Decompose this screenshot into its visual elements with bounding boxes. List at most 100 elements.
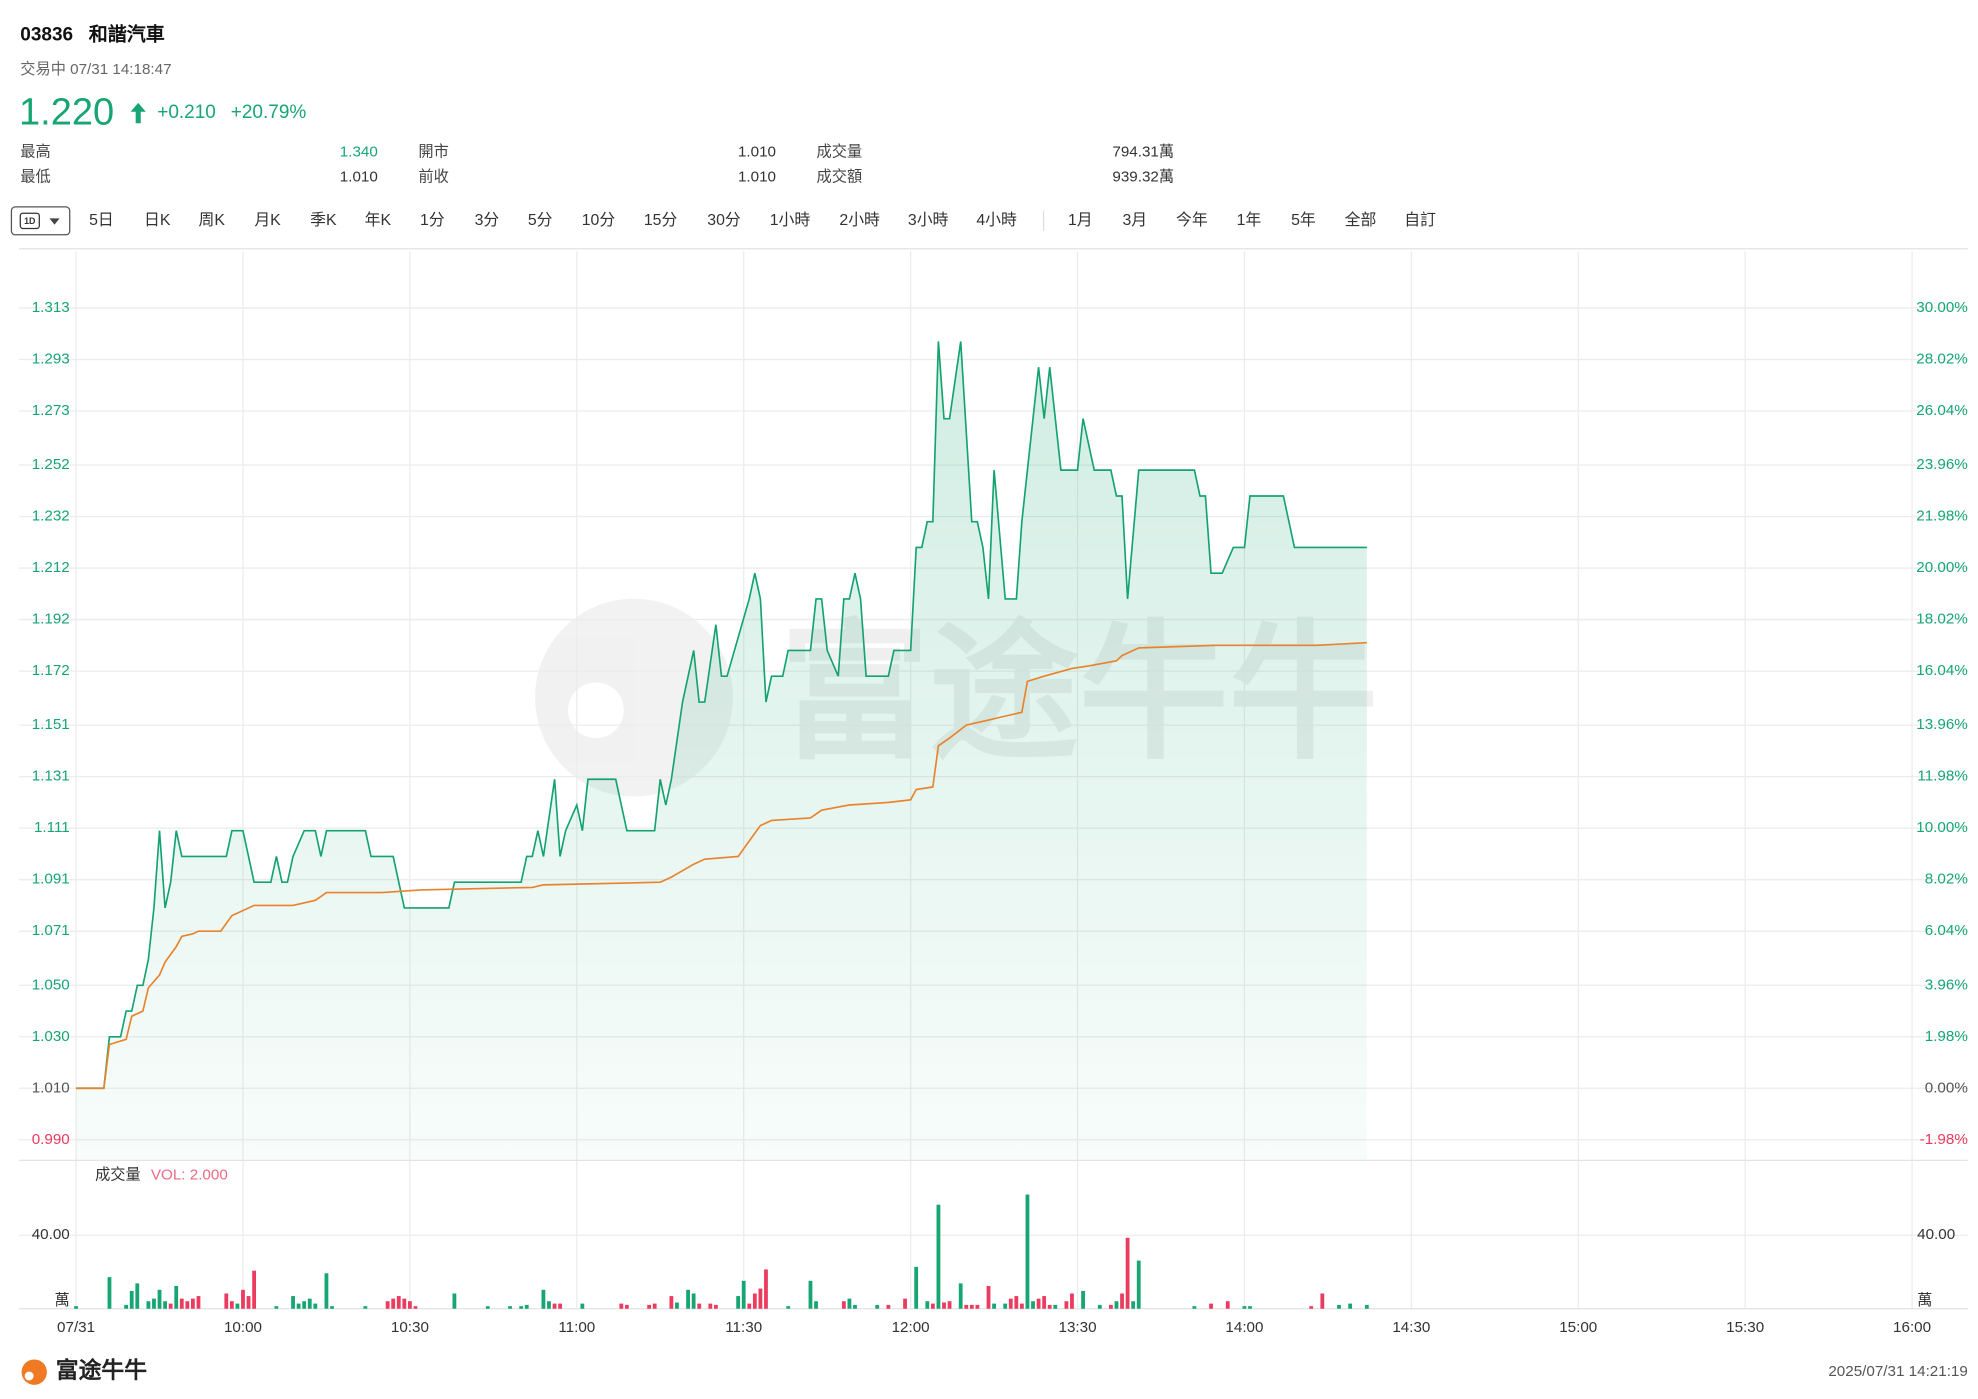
footer-logo <box>21 1359 47 1385</box>
period-tab[interactable]: 月K <box>254 212 281 229</box>
volume-bar <box>524 1304 529 1309</box>
volume-bar <box>925 1301 930 1309</box>
period-tab[interactable]: 自訂 <box>1404 211 1436 229</box>
volume-bar <box>1031 1301 1035 1309</box>
y-tick-label: 1.273 <box>32 402 70 419</box>
period-tab[interactable]: 2小時 <box>839 211 880 229</box>
period-tab[interactable]: 5年 <box>1291 211 1316 229</box>
period-tab[interactable]: 5日 <box>89 212 114 229</box>
y-tick-label: 1.030 <box>32 1028 70 1045</box>
stat-value: 1.010 <box>340 169 378 186</box>
period-tab[interactable]: 年K <box>365 211 392 229</box>
volume-bar <box>1109 1304 1113 1309</box>
volume-bar <box>413 1306 418 1309</box>
volume-bar <box>1036 1298 1041 1309</box>
stat-label: 最高 <box>20 143 50 160</box>
period-tab[interactable]: 1月 <box>1068 212 1093 229</box>
stock-name: 和諧汽車 <box>89 23 165 46</box>
y2-tick-label: 8.02% <box>1925 871 1968 888</box>
y-tick-label: 1.293 <box>32 350 70 367</box>
volume-bar <box>992 1303 996 1309</box>
volume-bar <box>697 1303 702 1309</box>
volume-bar <box>124 1304 129 1309</box>
volume-bar <box>975 1304 980 1309</box>
period-tab[interactable]: 季K <box>310 211 337 229</box>
volume-unit: 萬 <box>55 1292 70 1309</box>
volume-bar <box>157 1289 162 1309</box>
period-tab[interactable]: 10分 <box>582 211 616 229</box>
y-tick-label: 1.050 <box>32 976 70 993</box>
volume-bar <box>1025 1194 1030 1309</box>
volume-bar <box>302 1301 307 1309</box>
y2-tick-label: 10.00% <box>1916 819 1968 836</box>
x-tick-label: 11:30 <box>725 1319 762 1336</box>
volume-bar <box>291 1296 295 1309</box>
stock-code: 03836 <box>20 25 73 46</box>
volume-bar <box>1309 1306 1314 1309</box>
period-tab[interactable]: 日K <box>144 212 171 229</box>
period-tab[interactable]: 4小時 <box>976 211 1017 229</box>
period-selected: 1D <box>24 216 36 226</box>
volume-bar <box>1120 1293 1124 1309</box>
volume-bar <box>229 1301 234 1309</box>
volume-bar <box>541 1289 546 1309</box>
volume-bar <box>808 1280 813 1309</box>
volume-bar <box>1209 1303 1213 1309</box>
period-tab[interactable]: 5分 <box>528 211 553 229</box>
period-tab[interactable]: 3小時 <box>908 211 949 229</box>
period-tab[interactable]: 1小時 <box>770 211 811 229</box>
volume-bar <box>396 1296 401 1309</box>
volume-bar <box>1125 1237 1130 1309</box>
period-tab[interactable]: 全部 <box>1345 211 1377 229</box>
y2-tick-label: 28.02% <box>1916 351 1968 368</box>
y-tick-label: 1.091 <box>32 871 70 888</box>
y2-tick-label: 3.96% <box>1925 976 1968 993</box>
volume-bar <box>814 1301 818 1309</box>
stat-value: 1.010 <box>738 169 776 186</box>
y2-tick-label: 13.96% <box>1916 716 1968 733</box>
stat-value: 1.010 <box>738 143 776 160</box>
period-tab[interactable]: 周K <box>199 212 226 229</box>
y-tick-label: 1.111 <box>34 819 70 836</box>
volume-bar <box>669 1296 674 1309</box>
volume-bar <box>1070 1293 1074 1309</box>
period-tab[interactable]: 15分 <box>644 211 678 229</box>
period-tab[interactable]: 1年 <box>1237 211 1262 229</box>
period-tab[interactable]: 3月 <box>1122 212 1147 229</box>
volume-bar <box>235 1303 240 1309</box>
volume-bar <box>307 1298 312 1309</box>
volume-bar <box>1337 1304 1341 1309</box>
y2-tick-label: 6.04% <box>1925 922 1968 939</box>
volume-bar <box>764 1269 768 1309</box>
period-tab[interactable]: 1分 <box>420 211 445 229</box>
period-tab[interactable]: 30分 <box>707 211 741 229</box>
y2-tick-label: 1.98% <box>1925 1028 1968 1045</box>
average-line <box>76 641 1367 1090</box>
volume-bar <box>936 1204 941 1309</box>
volume-bar <box>652 1303 657 1309</box>
y-tick-label: 1.192 <box>32 611 70 628</box>
x-tick-label: 07/31 <box>57 1319 95 1336</box>
y-tick-label: 1.071 <box>32 922 70 939</box>
stat-value: 794.31萬 <box>1112 143 1174 160</box>
y2-tick-label: 0.00% <box>1925 1079 1968 1096</box>
volume-bar <box>686 1289 690 1309</box>
stat-label: 最低 <box>20 169 50 186</box>
volume-bar <box>1136 1260 1141 1309</box>
period-tab[interactable]: 今年 <box>1176 211 1208 229</box>
volume-bar <box>129 1290 134 1309</box>
volume-bar <box>508 1306 512 1309</box>
volume-bar <box>363 1306 368 1309</box>
volume-bar <box>485 1306 490 1309</box>
volume-bar <box>324 1273 329 1309</box>
volume-tick-label: 40.00 <box>32 1226 70 1243</box>
volume-annotation: VOL: 2.000 <box>151 1167 228 1184</box>
volume-bar <box>1042 1296 1047 1309</box>
volume-bar <box>647 1304 652 1309</box>
volume-bar <box>691 1293 696 1309</box>
period-tab[interactable]: 3分 <box>475 211 500 229</box>
dropdown-caret <box>49 218 60 225</box>
stat-value: 939.32萬 <box>1112 169 1174 186</box>
volume-bar <box>1348 1303 1353 1309</box>
volume-bar <box>191 1298 195 1309</box>
